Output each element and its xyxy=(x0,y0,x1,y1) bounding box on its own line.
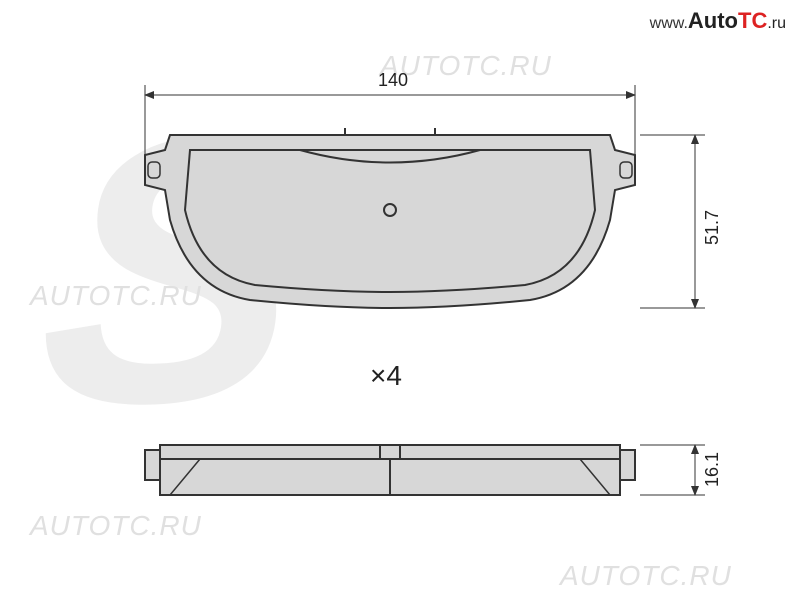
dim-thickness xyxy=(640,445,705,495)
technical-drawing xyxy=(0,0,800,600)
pad-face-view xyxy=(145,128,635,308)
pad-edge-view xyxy=(145,445,635,495)
dim-height xyxy=(640,135,705,308)
